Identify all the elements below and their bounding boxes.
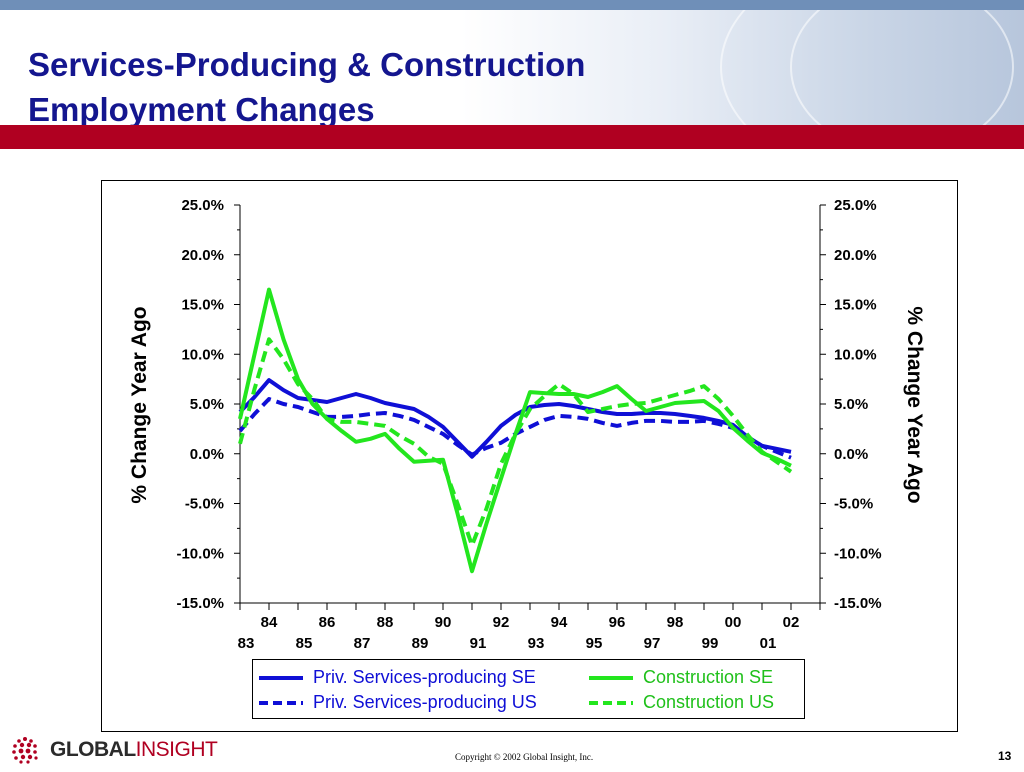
y-tick-label-right: 25.0% bbox=[834, 197, 877, 214]
series-line-construction-us bbox=[238, 337, 793, 548]
y-tick-label-right: 20.0% bbox=[834, 247, 877, 264]
x-tick-label-lower: 99 bbox=[702, 635, 719, 652]
legend-item-services-us: Priv. Services-producing US bbox=[259, 690, 537, 714]
x-tick-label-upper: 90 bbox=[435, 614, 452, 631]
legend-item-services-se: Priv. Services-producing SE bbox=[259, 665, 536, 689]
global-insight-logo: GLOBALINSIGHT bbox=[8, 733, 228, 767]
legend-swatch-solid-green bbox=[589, 676, 633, 681]
y-tick-label-right: -10.0% bbox=[834, 545, 882, 562]
y-tick-label-right: 15.0% bbox=[834, 297, 877, 314]
x-tick-label-lower: 87 bbox=[354, 635, 371, 652]
series-line-construction-se bbox=[238, 287, 792, 574]
x-tick-label-upper: 92 bbox=[493, 614, 510, 631]
axes: 25.0% 25.0% 20.0% 20.0% 15.0% 15.0% 10.0% 10.0%… bbox=[176, 197, 881, 652]
y-tick-label-right: 0.0% bbox=[834, 446, 868, 463]
chart-legend: Priv. Services-producing SE Priv. Servic… bbox=[252, 659, 805, 719]
legend-label: Priv. Services-producing US bbox=[313, 692, 537, 712]
legend-item-construction-us: Construction US bbox=[589, 690, 774, 714]
slide-title: Services-Producing & Construction Employ… bbox=[28, 42, 585, 125]
x-tick-label-lower: 93 bbox=[528, 635, 545, 652]
y-tick-label-left: 15.0% bbox=[181, 297, 224, 314]
x-tick-label-lower: 85 bbox=[296, 635, 313, 652]
y-tick-label-right: 10.0% bbox=[834, 346, 877, 363]
x-tick-label-upper: 02 bbox=[783, 614, 800, 631]
red-divider-bar bbox=[0, 125, 1024, 149]
slide-title-line2: Employment Changes bbox=[28, 91, 375, 125]
x-tick-label-lower: 95 bbox=[586, 635, 603, 652]
dotted-sphere-logo-icon bbox=[12, 737, 38, 764]
x-tick-label-lower: 91 bbox=[470, 635, 487, 652]
x-tick-label-upper: 88 bbox=[377, 614, 394, 631]
x-tick-label-upper: 84 bbox=[261, 614, 278, 631]
x-tick-label-upper: 00 bbox=[725, 614, 742, 631]
page-number: 13 bbox=[998, 749, 1012, 763]
logo-wordmark: GLOBALINSIGHT bbox=[50, 738, 218, 762]
top-accent-band bbox=[0, 0, 1024, 10]
y-tick-label-left: 20.0% bbox=[181, 247, 224, 264]
y-tick-label-right: -5.0% bbox=[834, 496, 873, 513]
legend-swatch-dashed-blue bbox=[259, 701, 303, 706]
legend-label: Construction US bbox=[643, 692, 775, 712]
y-tick-label-left: 0.0% bbox=[190, 446, 224, 463]
y-tick-label-right: -15.0% bbox=[834, 595, 882, 612]
y-tick-label-left: -10.0% bbox=[176, 545, 224, 562]
x-tick-label-lower: 89 bbox=[412, 635, 429, 652]
y-tick-label-left: -15.0% bbox=[176, 595, 224, 612]
x-tick-label-lower: 83 bbox=[238, 635, 255, 652]
slide-title-line1: Services-Producing & Construction bbox=[28, 46, 586, 83]
y-tick-label-right: 5.0% bbox=[834, 396, 868, 413]
legend-label: Priv. Services-producing SE bbox=[313, 667, 536, 687]
legend-swatch-solid-blue bbox=[259, 676, 303, 681]
globe-watermark-inner bbox=[790, 10, 1014, 125]
y-axis-label-right: % Change Year Ago bbox=[903, 306, 926, 503]
header-banner: Services-Producing & Construction Employ… bbox=[0, 10, 1024, 125]
x-tick-label-lower: 97 bbox=[644, 635, 661, 652]
y-tick-label-left: 5.0% bbox=[190, 396, 224, 413]
legend-label: Construction SE bbox=[643, 667, 774, 687]
x-tick-label-upper: 94 bbox=[551, 614, 568, 631]
chart-frame bbox=[101, 180, 958, 732]
x-tick-label-upper: 98 bbox=[667, 614, 684, 631]
y-tick-label-left: 25.0% bbox=[181, 197, 224, 214]
logo-word-global: GLOBAL bbox=[50, 738, 136, 761]
copyright-text: Copyright © 2002 Global Insight, Inc. bbox=[455, 752, 594, 762]
legend-swatch-dashed-green bbox=[589, 701, 633, 706]
series-line-services-se bbox=[238, 378, 792, 459]
y-tick-label-left: 10.0% bbox=[181, 346, 224, 363]
series-lines bbox=[238, 287, 793, 574]
x-tick-label-upper: 96 bbox=[609, 614, 626, 631]
legend-item-construction-se: Construction SE bbox=[589, 665, 773, 689]
y-axis-label-left: % Change Year Ago bbox=[128, 306, 151, 503]
x-tick-label-lower: 01 bbox=[760, 635, 777, 652]
logo-word-insight: INSIGHT bbox=[135, 738, 218, 761]
globe-watermark bbox=[720, 10, 1024, 125]
y-tick-label-left: -5.0% bbox=[185, 496, 224, 513]
x-tick-label-upper: 86 bbox=[319, 614, 336, 631]
